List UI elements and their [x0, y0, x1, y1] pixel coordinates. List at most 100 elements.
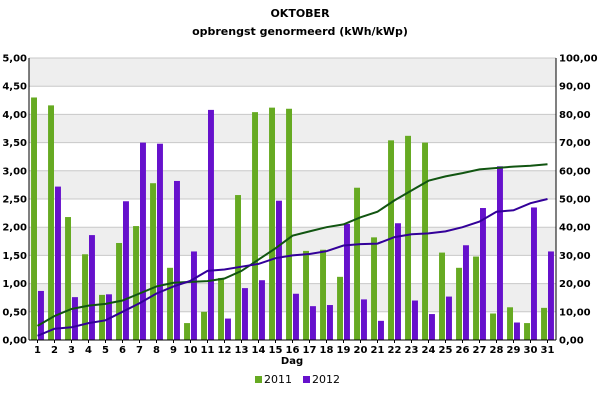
bar-2012-day-26: [463, 245, 469, 340]
y-tick-left: 1,50: [2, 251, 27, 262]
y-tick-right: 80,00: [559, 110, 591, 121]
y-tick-right: 50,00: [559, 195, 591, 206]
y-tick-right: 100,00: [559, 54, 598, 65]
bar-2012-day-23: [412, 300, 418, 340]
bar-2011-day-8: [150, 183, 156, 340]
bar-2012-day-5: [106, 294, 112, 340]
bar-2012-day-18: [327, 305, 333, 340]
bar-2011-day-31: [541, 307, 547, 340]
x-axis-label: Dag: [281, 356, 303, 367]
bar-2011-day-20: [354, 187, 360, 340]
x-tick-label: 4: [85, 345, 92, 356]
y-tick-right: 40,00: [559, 223, 591, 234]
bar-2011-day-14: [252, 112, 258, 340]
bar-2011-day-15: [269, 107, 275, 341]
bar-2012-day-21: [378, 320, 384, 340]
y-tick-right: 0,00: [559, 336, 584, 347]
bar-2011-day-30: [524, 323, 530, 340]
x-tick-label: 25: [439, 345, 453, 356]
bar-2012-day-2: [55, 186, 61, 340]
y-tick-left: 4,50: [2, 82, 27, 93]
grid-band: [29, 227, 556, 256]
bar-2011-day-10: [184, 323, 190, 340]
bar-2012-day-8: [157, 143, 163, 340]
y-tick-left: 1,00: [2, 279, 27, 290]
bar-2011-day-29: [507, 307, 513, 340]
bar-2012-day-25: [446, 296, 452, 340]
bar-2011-day-16: [286, 108, 292, 340]
x-tick-label: 8: [153, 345, 160, 356]
bar-2011-day-22: [388, 140, 394, 340]
line-cumulative-2011: [36, 163, 548, 327]
y-tick-right: 20,00: [559, 279, 591, 290]
x-tick-label: 22: [388, 345, 402, 356]
bar-2012-day-3: [72, 297, 78, 340]
bar-2012-day-29: [514, 322, 520, 340]
bar-2011-day-6: [116, 242, 122, 340]
legend: 2011 2012: [255, 373, 340, 386]
bar-2011-day-19: [337, 276, 343, 340]
x-tick-label: 31: [541, 345, 555, 356]
bar-2012-day-20: [361, 299, 367, 340]
bar-2011-day-5: [99, 294, 105, 340]
x-tick-label: 9: [170, 345, 177, 356]
x-tick-label: 7: [136, 345, 143, 356]
y-tick-right: 60,00: [559, 166, 591, 177]
y-tick-left: 3,50: [2, 138, 27, 149]
bar-2011-day-21: [371, 237, 377, 340]
bar-2011-day-28: [490, 313, 496, 340]
y-tick-right: 30,00: [559, 251, 591, 262]
y-tick-left: 4,00: [2, 110, 27, 121]
bar-2011-day-1: [31, 97, 37, 340]
bar-2012-day-16: [293, 293, 299, 340]
x-tick-label: 29: [507, 345, 521, 356]
x-tick-label: 12: [218, 345, 232, 356]
bar-2011-day-27: [473, 256, 479, 340]
chart-title: OKTOBER: [270, 7, 330, 20]
bar-2011-day-11: [201, 311, 207, 340]
y-tick-right: 70,00: [559, 138, 591, 149]
x-tick-label: 24: [422, 345, 436, 356]
bar-2012-day-7: [140, 142, 146, 340]
x-tick-label: 11: [201, 345, 215, 356]
bar-2011-day-12: [218, 277, 224, 340]
y-tick-left: 2,50: [2, 195, 27, 206]
bar-2012-day-31: [548, 251, 554, 340]
bar-2012-day-30: [531, 207, 537, 340]
bar-2012-day-4: [89, 235, 95, 340]
x-tick-label: 20: [354, 345, 368, 356]
x-tick-label: 13: [235, 345, 249, 356]
x-tick-label: 28: [490, 345, 504, 356]
grid-band: [29, 170, 556, 199]
legend-label-2011: 2011: [264, 373, 292, 386]
y-tick-right: 90,00: [559, 82, 591, 93]
plot-area: 0,00 0,00 0,50 10,00 1,00 20,00 1,50 30,00 2,00 4…: [2, 54, 597, 357]
grid-band: [29, 58, 556, 87]
x-tick-label: 23: [405, 345, 419, 356]
bar-2011-day-17: [303, 250, 309, 340]
bar-2012-day-1: [38, 290, 44, 340]
bar-2011-day-4: [82, 254, 88, 340]
x-tick-label: 18: [320, 345, 334, 356]
bar-2011-day-18: [320, 249, 326, 340]
bar-2012-day-19: [344, 223, 350, 340]
x-tick-label: 5: [102, 345, 109, 356]
bar-2011-day-9: [167, 267, 173, 340]
bar-2011-day-2: [48, 105, 54, 340]
bar-2012-day-27: [480, 208, 486, 340]
bar-2011-day-7: [133, 226, 139, 340]
grid-band: [29, 114, 556, 143]
x-tick-label: 10: [184, 345, 198, 356]
x-tick-label: 16: [286, 345, 300, 356]
x-tick-label: 3: [68, 345, 75, 356]
bar-2011-day-25: [439, 252, 445, 340]
x-tick-label: 1: [34, 345, 41, 356]
bar-2012-day-12: [225, 318, 231, 340]
x-tick-label: 27: [473, 345, 487, 356]
x-tick-label: 15: [269, 345, 283, 356]
y-tick-left: 2,00: [2, 223, 27, 234]
legend-swatch-2012: [303, 376, 310, 383]
bar-2012-day-17: [310, 306, 316, 340]
chart-subtitle: opbrengst genormeerd (kWh/kWp): [192, 25, 408, 38]
x-tick-label: 26: [456, 345, 470, 356]
